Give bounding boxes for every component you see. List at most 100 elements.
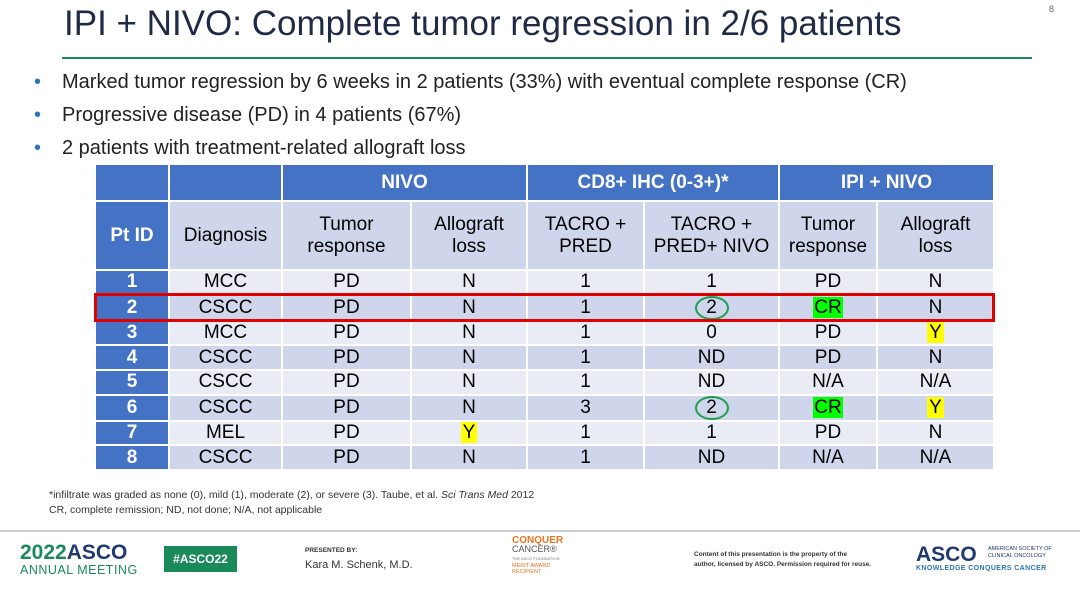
table-cell: PD — [281, 319, 412, 347]
bullet-item: • 2 patients with treatment-related allog… — [34, 132, 907, 165]
table-cell: CR — [778, 393, 878, 422]
table-cell: PD — [778, 419, 878, 447]
table-cell: PD — [281, 269, 412, 296]
bullet-item: • Marked tumor regression by 6 weeks in 2… — [34, 66, 907, 99]
table-cell: PD — [778, 269, 878, 296]
footnote-text: *infiltrate was graded as none (0), mild… — [49, 489, 441, 501]
cell-value: 2 — [126, 296, 138, 318]
cell-value: PD — [333, 446, 360, 468]
cell-value: 1 — [580, 271, 591, 293]
cell-value: 6 — [126, 396, 138, 418]
table-cell: MEL — [168, 419, 283, 447]
asco-annual-meeting-logo: 2022ASCO ANNUAL MEETING — [20, 541, 138, 577]
cell-value: ND — [697, 346, 726, 368]
empty-header — [94, 163, 170, 202]
table-cell: 0 — [643, 319, 780, 347]
table-cell: ND — [643, 369, 780, 396]
table-cell: CSCC — [168, 444, 283, 472]
table-cell: PD — [281, 419, 412, 447]
table-cell: 6 — [94, 393, 170, 422]
cell-value: N — [462, 346, 476, 368]
table-cell: N — [876, 269, 995, 296]
cell-value: CSCC — [198, 396, 253, 418]
table-cell: N — [410, 269, 528, 296]
table-cell: 5 — [94, 369, 170, 396]
cell-value: 0 — [706, 322, 717, 344]
table-row: 7 MEL PD Y 1 1 PD N — [94, 419, 995, 447]
cell-value: ND — [697, 446, 726, 468]
bullet-text: Marked tumor regression by 6 weeks in 2 … — [62, 71, 907, 93]
table-cell: PD — [778, 344, 878, 372]
cell-value: N/A — [919, 446, 952, 468]
cell-value: PD — [814, 322, 842, 344]
page-number: 8 — [1048, 4, 1054, 14]
table-cell: ND — [643, 444, 780, 472]
cell-value: PD — [333, 371, 360, 393]
cell-value: MEL — [205, 422, 246, 444]
table-cell: MCC — [168, 319, 283, 347]
cell-value: 3 — [126, 322, 138, 344]
table-cell: PD — [778, 319, 878, 347]
cell-value: PD — [333, 296, 360, 318]
cell-value-highlight-green: CR — [813, 296, 843, 318]
cell-value: N — [928, 422, 943, 444]
cell-value: 7 — [126, 422, 138, 444]
cell-value: N — [928, 346, 943, 368]
table-cell: CSCC — [168, 369, 283, 396]
cell-value: N/A — [812, 446, 844, 468]
table-cell: PD — [281, 369, 412, 396]
table-cell: 2 — [643, 293, 780, 322]
table-cell: 1 — [643, 269, 780, 296]
table-cell: ND — [643, 344, 780, 372]
cell-value: CSCC — [198, 346, 253, 368]
table-cell: N — [410, 393, 528, 422]
cell-value: N — [462, 371, 476, 393]
patient-table: NIVO CD8+ IHC (0-3+)* IPI + NIVO Pt ID Di… — [94, 163, 995, 472]
empty-header — [168, 163, 283, 202]
footnote-year: 2012 — [507, 489, 535, 501]
bullet-text: 2 patients with treatment-related allogr… — [62, 137, 466, 159]
cell-value: 1 — [580, 322, 591, 344]
table-cell: Y — [410, 419, 528, 447]
footnotes: *infiltrate was graded as none (0), mild… — [49, 488, 534, 518]
bullet-icon: • — [34, 71, 42, 93]
cell-value: CSCC — [198, 371, 253, 393]
column-header: Allograft loss — [876, 200, 995, 271]
cell-value: PD — [333, 346, 360, 368]
cell-value: CSCC — [198, 446, 253, 468]
copyright-notice: Content of this presentation is the prop… — [694, 551, 872, 568]
table-cell: N/A — [876, 369, 995, 396]
column-header: TACRO + PRED+ NIVO — [643, 200, 780, 271]
cell-value: N/A — [812, 371, 844, 393]
cell-value: N — [462, 271, 476, 293]
cell-value-highlight-yellow: Y — [927, 322, 944, 344]
bullet-text: Progressive disease (PD) in 4 patients (… — [62, 104, 462, 126]
cell-value: 1 — [580, 446, 591, 468]
table-cell: CSCC — [168, 393, 283, 422]
cell-value: N — [462, 296, 476, 318]
title-divider — [62, 57, 1032, 59]
cell-value: N — [462, 446, 476, 468]
cell-value: MCC — [203, 271, 248, 293]
cell-value: 1 — [126, 271, 138, 293]
table-cell: 1 — [526, 419, 645, 447]
group-header-nivo: NIVO — [281, 163, 528, 202]
cell-value: ND — [697, 371, 726, 393]
cell-value: N — [928, 296, 943, 318]
table-cell: N — [410, 369, 528, 396]
cell-value: 1 — [580, 371, 591, 393]
table-row: 8 CSCC PD N 1 ND N/A N/A — [94, 444, 995, 472]
table-cell: 1 — [526, 344, 645, 372]
footnote-abbreviations: CR, complete remission; ND, not done; N/… — [49, 504, 323, 516]
cell-value: 1 — [580, 296, 591, 318]
cell-value: PD — [333, 422, 360, 444]
table-cell: MCC — [168, 269, 283, 296]
table-cell: Y — [876, 393, 995, 422]
group-header-cd8: CD8+ IHC (0-3+)* — [526, 163, 780, 202]
presenter-name: Kara M. Schenk, M.D. — [305, 559, 413, 571]
table-cell: 1 — [526, 444, 645, 472]
patient-2-highlight-box — [94, 293, 995, 322]
table-cell: 3 — [94, 319, 170, 347]
table-cell: 1 — [643, 419, 780, 447]
footer-divider — [0, 530, 1080, 532]
